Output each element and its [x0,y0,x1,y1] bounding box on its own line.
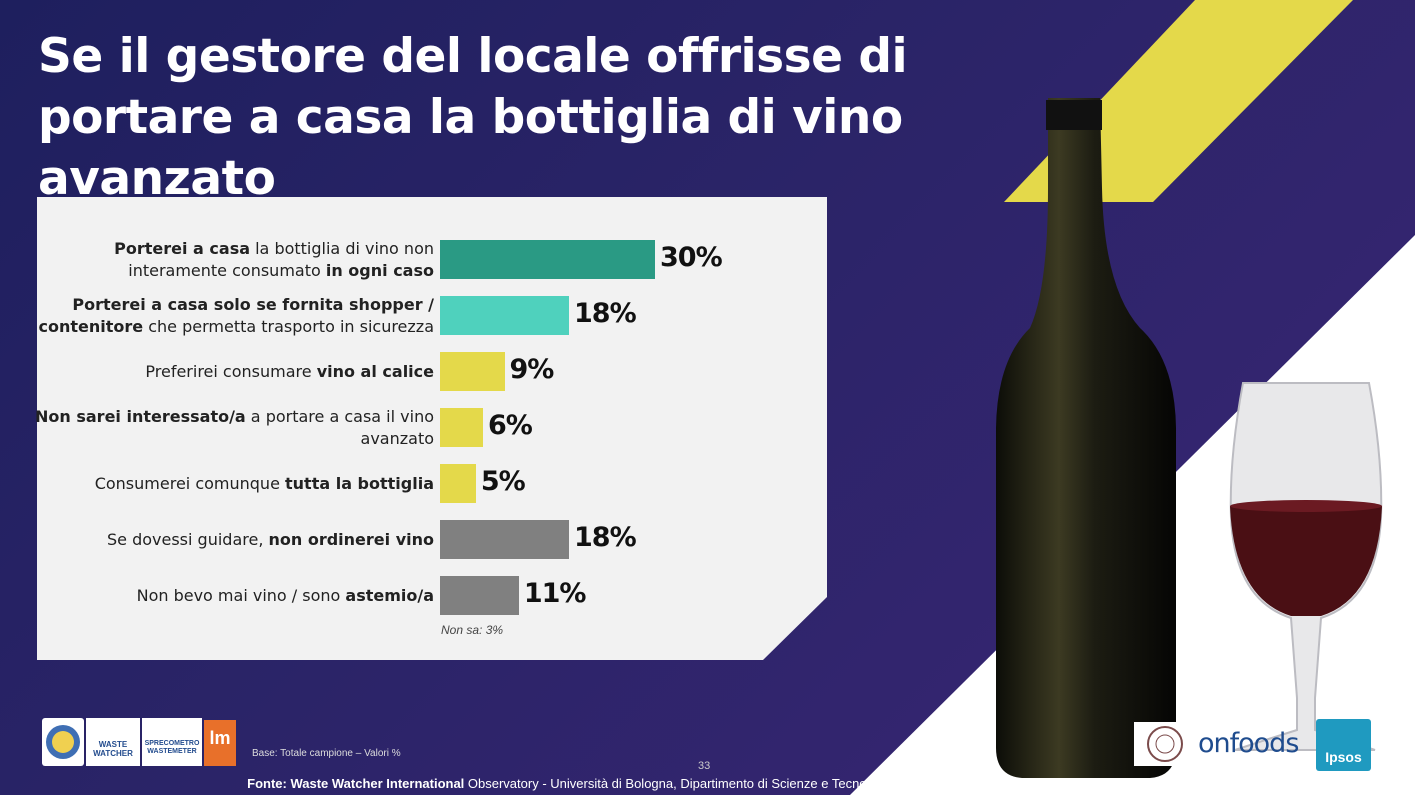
wine-glass-image [1229,382,1383,751]
value-label: 11% [523,578,587,609]
value-label: 18% [574,298,637,329]
category-label: Se dovessi guidare, non ordinerei vino [107,529,434,549]
page-title: Se il gestore del locale offrisse di por… [38,29,908,206]
bar [440,520,569,559]
value-label: 6% [488,410,533,441]
source-bold: Fonte: Waste Watcher International [247,776,465,791]
lm-logo: lm [204,720,236,766]
bar [440,576,519,615]
value-label: 9% [509,354,555,385]
bar [440,352,505,391]
bar [440,240,655,279]
category-label: Porterei a casa la bottiglia di vino non… [114,238,434,280]
source-rest: Observatory - Università di Bologna, Dip… [464,776,1168,791]
category-label: Non bevo mai vino / sono astemio/a [136,585,434,605]
chart-panel [37,197,827,660]
waste-watcher-logo: WASTE WATCHER [86,718,140,766]
category-label: Non sarei interessato/a a portare a casa… [35,406,434,448]
source-note: Fonte: Waste Watcher International Obser… [0,776,1415,791]
wine-bottle-image [996,98,1176,778]
value-label: 18% [574,522,637,553]
bar [440,296,569,335]
page-number: 33 [698,760,711,772]
category-label: Consumerei comunque tutta la bottiglia [94,473,434,493]
value-label: 30% [660,242,723,273]
value-label: 5% [480,466,526,497]
bar [440,464,476,503]
bar [440,408,483,447]
category-label: Porterei a casa solo se fornita shopper … [38,294,434,336]
sprecometro-logo: SPRECOMETRO WASTEMETER [142,718,202,766]
onfoods-logo: onfoods [1198,728,1299,759]
category-label: Preferirei consumare vino al calice [145,361,434,381]
seal-logo [42,718,84,766]
base-note: Base: Totale campione – Valori % [252,748,401,759]
non-sa-note: Non sa: 3% [441,623,504,637]
ipsos-logo: Ipsos [1316,719,1371,771]
university-seal-logo [1134,722,1196,766]
